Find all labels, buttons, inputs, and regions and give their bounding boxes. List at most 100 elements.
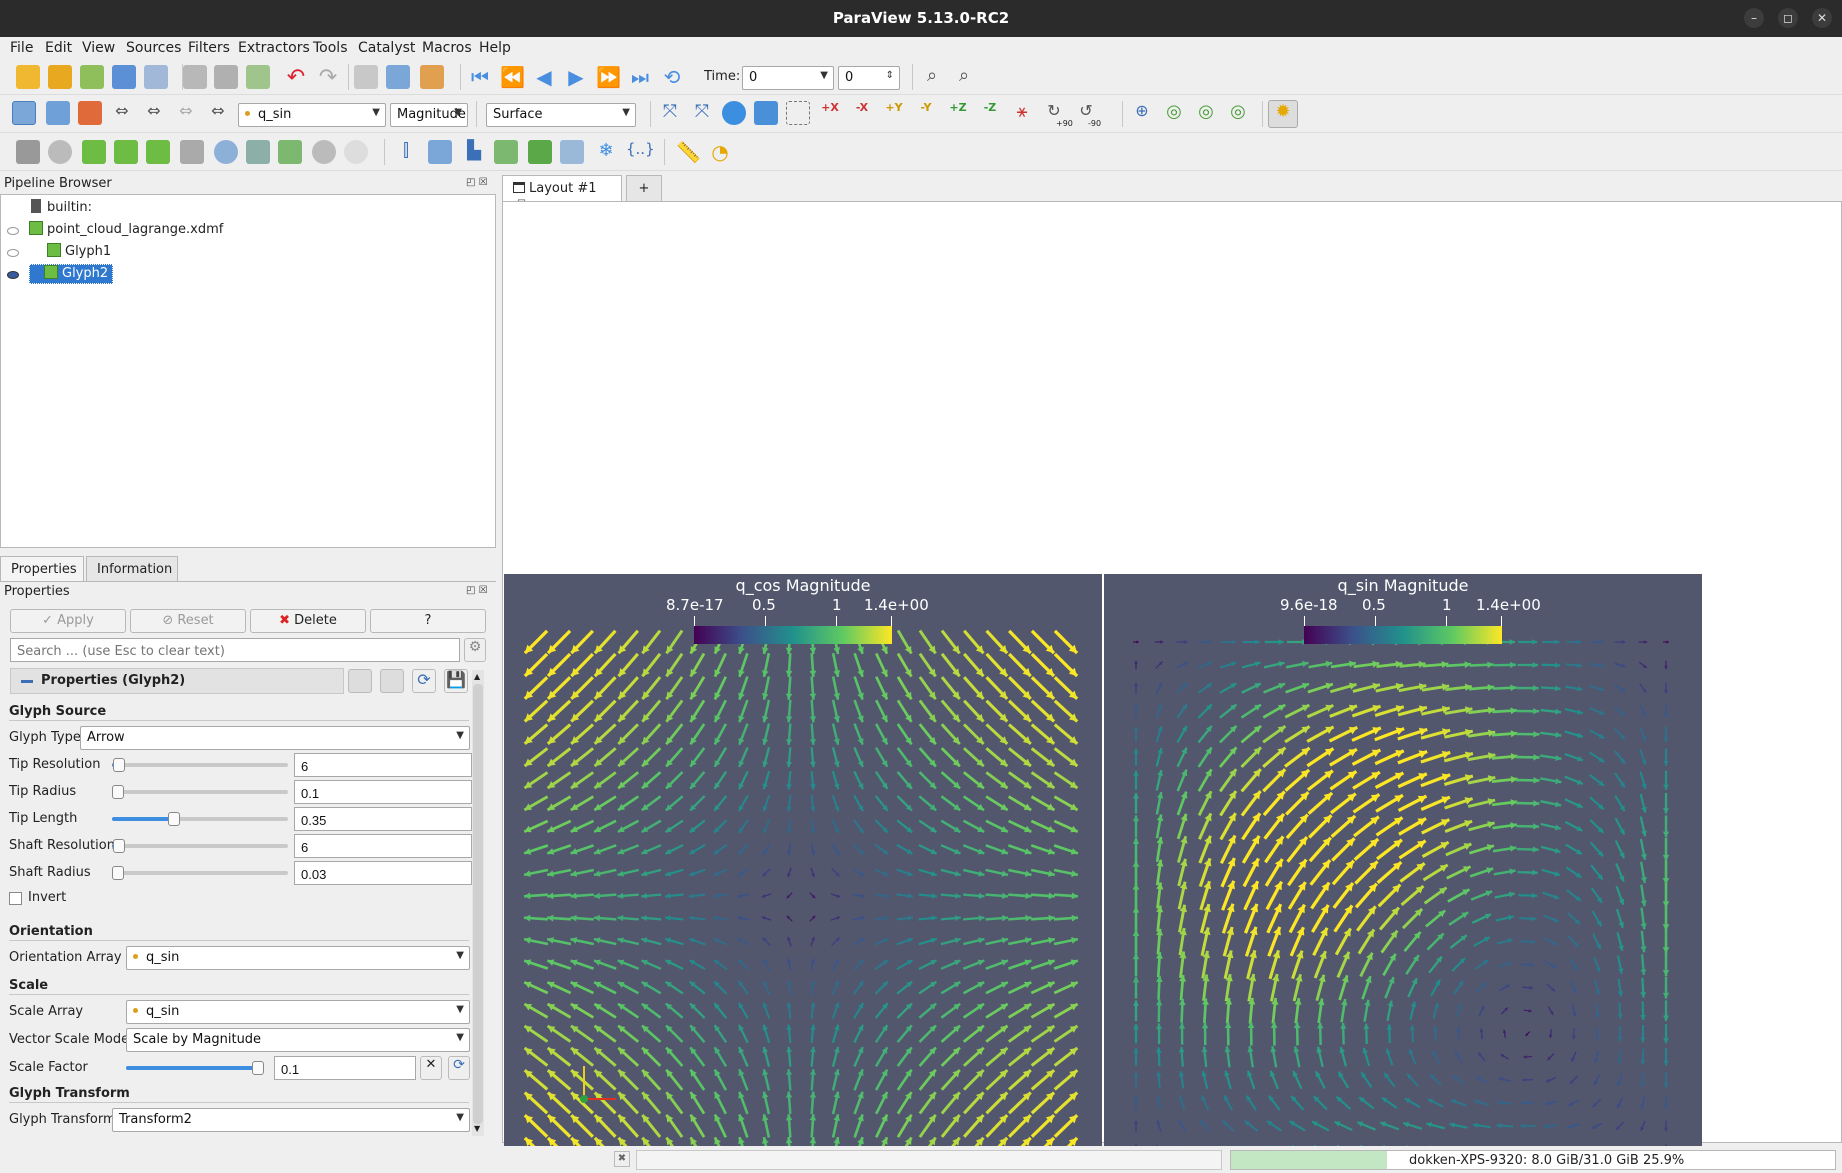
- glyph-transform-combo[interactable]: Transform2 ▼: [112, 1108, 470, 1132]
- slider-handle[interactable]: [167, 812, 180, 826]
- time-step-spinbox[interactable]: 0 ⇕: [838, 66, 900, 90]
- reset-scale-factor-icon[interactable]: ✕: [420, 1056, 442, 1080]
- eye-hidden-icon[interactable]: [7, 227, 19, 235]
- render-view-q-sin[interactable]: q_sin Magnitude 9.6e-18 0.5 1 1.4e+00: [1104, 574, 1702, 1173]
- menu-catalyst[interactable]: Catalyst: [358, 40, 416, 56]
- last-frame-icon[interactable]: ⏭: [631, 65, 649, 89]
- tab-properties[interactable]: Properties: [0, 556, 84, 582]
- plot-over-line-icon[interactable]: [428, 140, 452, 164]
- copy-properties-icon[interactable]: [348, 669, 372, 693]
- threshold-icon[interactable]: [146, 140, 170, 164]
- representation-combo[interactable]: Surface ▼: [486, 103, 636, 127]
- scroll-down-icon[interactable]: ▼: [474, 1124, 481, 1133]
- play-icon[interactable]: ▶: [568, 65, 584, 89]
- load-state-icon[interactable]: [214, 65, 238, 89]
- reset-range-icon[interactable]: [78, 101, 102, 125]
- scale-array-combo[interactable]: q_sin ▼: [126, 1000, 470, 1024]
- pipeline-item-glyph2[interactable]: Glyph2: [29, 264, 113, 284]
- auto-apply-icon[interactable]: [246, 65, 270, 89]
- select-icon[interactable]: [386, 65, 410, 89]
- redo-icon[interactable]: ↷: [318, 65, 338, 90]
- menu-file[interactable]: File: [10, 40, 34, 56]
- ruler-icon[interactable]: 📏: [676, 140, 701, 164]
- reset-camera-icon[interactable]: ⤧: [662, 101, 678, 122]
- clip-icon[interactable]: [82, 140, 106, 164]
- add-layout-tab[interactable]: +: [626, 175, 662, 201]
- render-view-canvas[interactable]: [1104, 574, 1702, 1173]
- eye-visible-icon[interactable]: [7, 271, 19, 279]
- stream-tracer-icon[interactable]: [246, 140, 270, 164]
- menu-edit[interactable]: Edit: [45, 40, 73, 56]
- undo-icon[interactable]: ↶: [286, 65, 306, 90]
- plot-data-icon[interactable]: [494, 140, 518, 164]
- help-button[interactable]: ?: [370, 609, 486, 633]
- reset-center-icon[interactable]: ◎: [1198, 101, 1214, 122]
- find-data-icon[interactable]: ⌕: [926, 65, 938, 86]
- properties-scrollbar[interactable]: ▲ ▼: [472, 670, 484, 1136]
- pipeline-item-builtin[interactable]: builtin:: [31, 199, 92, 219]
- light-kit-icon[interactable]: ✹: [1268, 100, 1298, 128]
- scale-factor-slider[interactable]: [126, 1061, 264, 1075]
- toggle-color-legend-icon[interactable]: [12, 101, 36, 125]
- center-axes-visibility-icon[interactable]: ⊕: [1135, 101, 1149, 120]
- properties-search-input[interactable]: [10, 638, 460, 662]
- previous-frame-icon[interactable]: ⏪: [500, 65, 525, 89]
- refresh-scale-factor-icon[interactable]: ⟳: [448, 1056, 470, 1080]
- tip-length-input[interactable]: [294, 807, 472, 831]
- rotation-center-icon[interactable]: ◎: [1230, 101, 1246, 122]
- menu-sources[interactable]: Sources: [126, 40, 182, 56]
- loop-icon[interactable]: ⟲: [663, 65, 681, 89]
- render-view-q-cos[interactable]: q_cos Magnitude 8.7e-17 0.5 1 1.4e+00: [504, 574, 1102, 1173]
- scrollbar-handle[interactable]: [473, 684, 483, 1124]
- tip-radius-input[interactable]: [294, 780, 472, 804]
- rescale-custom-icon[interactable]: ⇔: [115, 101, 129, 120]
- pick-center-icon[interactable]: ◎: [1166, 101, 1182, 122]
- vector-scale-mode-combo[interactable]: Scale by Magnitude ▼: [126, 1028, 470, 1052]
- zoom-to-data-icon[interactable]: [722, 101, 746, 125]
- view-minus-y-icon[interactable]: -Y: [920, 101, 932, 114]
- color-palette-icon[interactable]: [420, 65, 444, 89]
- tip-resolution-slider[interactable]: [112, 758, 288, 772]
- color-component-combo[interactable]: Magnitude ▼: [390, 103, 468, 127]
- restore-defaults-icon[interactable]: ⟳: [412, 669, 436, 693]
- rescale-data-icon[interactable]: ⇔: [211, 101, 225, 120]
- orientation-array-combo[interactable]: q_sin ▼: [126, 946, 470, 970]
- close-icon[interactable]: ✕: [1812, 8, 1832, 28]
- save-data-icon[interactable]: [80, 65, 104, 89]
- save-defaults-icon[interactable]: 💾: [444, 669, 468, 693]
- open-file-icon[interactable]: [16, 65, 40, 89]
- render-view-canvas[interactable]: [504, 574, 1102, 1173]
- tip-radius-slider[interactable]: [112, 785, 288, 799]
- view-plus-y-icon[interactable]: +Y: [885, 101, 903, 114]
- view-plus-z-icon[interactable]: +Z: [949, 101, 967, 114]
- disconnect-icon[interactable]: [144, 65, 168, 89]
- pipeline-item-xdmf[interactable]: point_cloud_lagrange.xdmf: [29, 221, 223, 241]
- tip-resolution-input[interactable]: [294, 753, 472, 777]
- contour-icon[interactable]: [48, 140, 72, 164]
- eye-hidden-icon[interactable]: [7, 249, 19, 257]
- calculator-icon[interactable]: [16, 140, 40, 164]
- tab-layout-1[interactable]: Layout #1 ☒: [502, 175, 622, 210]
- gear-icon[interactable]: ⚙: [464, 638, 486, 662]
- pipeline-item-glyph1[interactable]: Glyph1: [47, 243, 111, 263]
- paste-properties-icon[interactable]: [380, 669, 404, 693]
- menu-tools[interactable]: Tools: [313, 40, 348, 56]
- reverse-play-icon[interactable]: ◀: [536, 65, 552, 89]
- time-value-combo[interactable]: 0 ▼: [742, 66, 834, 90]
- clear-status-icon[interactable]: ✖: [614, 1151, 630, 1167]
- probe-line-icon[interactable]: ⫿: [403, 140, 409, 161]
- scroll-up-icon[interactable]: ▲: [474, 672, 481, 681]
- extract-level-icon[interactable]: [344, 140, 368, 164]
- edit-color-map-icon[interactable]: [46, 101, 70, 125]
- glyph-icon[interactable]: [214, 140, 238, 164]
- pipeline-dock-buttons[interactable]: ◰ ☒: [466, 177, 488, 188]
- slider-handle[interactable]: [252, 1061, 264, 1075]
- warp-by-vector-icon[interactable]: [278, 140, 302, 164]
- tip-length-slider[interactable]: [112, 812, 288, 826]
- first-frame-icon[interactable]: ⏮: [471, 65, 489, 89]
- plot-selection-icon[interactable]: [528, 140, 552, 164]
- isometric-view-icon[interactable]: ⚹: [1016, 101, 1028, 122]
- minimize-icon[interactable]: –: [1744, 8, 1764, 28]
- rescale-temporal-icon[interactable]: ⇔: [179, 101, 193, 120]
- slider-handle[interactable]: [113, 758, 126, 772]
